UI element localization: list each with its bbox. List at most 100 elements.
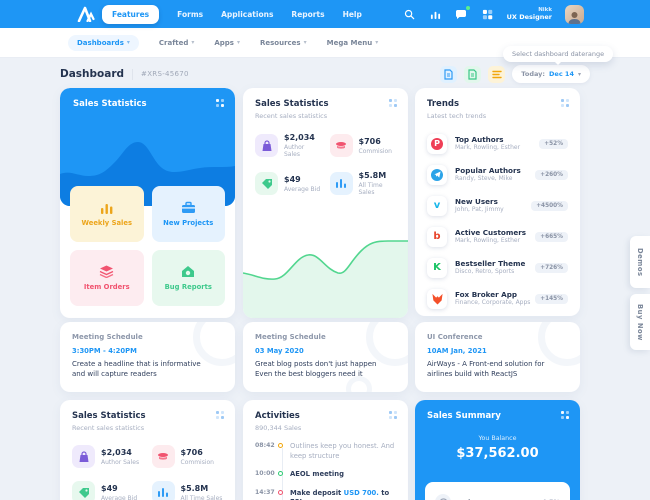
card-menu-icon[interactable]	[561, 411, 569, 419]
trend-item-top-authors[interactable]: P Top Authors Mark, Rowling, Esther +52%	[427, 128, 568, 159]
tile-label: Weekly Sales	[81, 218, 133, 227]
nav-item-features[interactable]: Features	[102, 4, 160, 24]
activity-item[interactable]: 08:42 Outlines keep you honest. And keep…	[255, 442, 396, 461]
meeting-schedule-card[interactable]: Meeting Schedule 3:30PM - 4:20PM Create …	[60, 322, 235, 392]
deposit-amount-link[interactable]: USD 700.	[343, 488, 379, 497]
chart-bars-icon	[329, 172, 353, 195]
sales-statistics-card-bottom: Sales Statistics Recent sales statistics…	[60, 400, 235, 500]
trend-item-popular-authors[interactable]: Popular Authors Randy, Steve, Mike +260%	[427, 159, 568, 190]
stat-average-bid: $49 Average Bid	[255, 171, 322, 196]
page-header: Dashboard #XRS-45670 Today: Dec 14 ▾	[60, 64, 590, 84]
trend-item-active-customers[interactable]: b Active Customers Mark, Rowling, Esther …	[427, 221, 568, 252]
sales-circle-icon	[435, 494, 451, 500]
brand-logo-icon[interactable]	[76, 5, 96, 23]
tile-new-projects[interactable]: New Projects	[151, 186, 225, 242]
trend-item-fox-broker-app[interactable]: Fox Broker App Finance, Corporate, Apps +…	[427, 283, 568, 314]
subnav-item-mega-menu[interactable]: Mega Menu ▾	[327, 39, 379, 47]
trend-item-bestseller-theme[interactable]: K Bestseller Theme Disco, Retro, Sports +…	[427, 252, 568, 283]
activity-timeline: 08:42 Outlines keep you honest. And keep…	[255, 442, 396, 500]
file-blue-icon[interactable]	[440, 65, 458, 83]
topbar-actions: Nikk UX Designer	[403, 4, 584, 24]
balance-label: You Balance	[478, 435, 517, 442]
card-title: Trends	[427, 99, 460, 109]
stats-icon[interactable]	[429, 8, 442, 21]
chevron-down-icon: ▾	[126, 39, 130, 46]
stat-all-time-sales: $5.8M All Time Sales	[329, 171, 397, 196]
avatar[interactable]	[565, 4, 584, 24]
tile-weekly-sales[interactable]: Weekly Sales	[70, 186, 144, 242]
user-name: Nikk	[538, 6, 552, 13]
nav-item-reports[interactable]: Reports	[291, 9, 325, 19]
card-menu-icon[interactable]	[389, 411, 397, 419]
tag-icon	[255, 172, 278, 195]
subnav-item-dashboards[interactable]: Dashboards ▾	[68, 34, 139, 51]
nav-item-forms[interactable]: Forms	[177, 9, 204, 19]
sales-statistics-panel-card: Sales Statistics Weekly Sales New Projec…	[60, 88, 235, 318]
stat-value: $706	[358, 136, 381, 146]
nav-item-applications[interactable]: Applications	[221, 9, 274, 19]
activity-item[interactable]: 14:37 Make deposit USD 700. to ESL	[255, 489, 396, 500]
balance-value: $37,562.00	[456, 446, 539, 461]
nav-item-help[interactable]: Help	[342, 9, 362, 19]
card-menu-icon[interactable]	[216, 411, 224, 419]
bag-icon	[255, 134, 278, 157]
card-subtitle: Recent sales statistics	[72, 424, 145, 432]
bar-chart-icon	[100, 203, 113, 214]
demos-side-tab[interactable]: Demos	[630, 236, 650, 288]
file-green-icon[interactable]	[464, 65, 482, 83]
bitly-icon: b	[427, 226, 447, 247]
subnav-label: Resources	[259, 38, 301, 47]
meeting-description: Create a headline that is informative an…	[72, 360, 201, 378]
tile-item-orders[interactable]: Item Orders	[70, 250, 144, 306]
stat-label: Author Sales	[284, 144, 305, 158]
tile-bug-reports[interactable]: Bug Reports	[151, 250, 225, 306]
chevron-down-icon: ▾	[375, 39, 379, 46]
user-info[interactable]: Nikk UX Designer	[507, 7, 552, 22]
fox-icon	[427, 288, 447, 309]
stat-label: All Time Sales	[180, 494, 223, 500]
tile-label: New Projects	[163, 219, 214, 227]
subnav-item-crafted[interactable]: Crafted ▾	[159, 39, 194, 47]
meeting-title: UI Conference	[427, 333, 483, 341]
card-menu-icon[interactable]	[561, 99, 569, 107]
stat-value: $49	[101, 483, 118, 493]
summary-row-value: 4.5%	[542, 498, 560, 500]
meeting-schedule-card[interactable]: Meeting Schedule 03 May 2020 Great blog …	[243, 322, 408, 392]
subnav-label: Crafted	[158, 38, 189, 47]
buy-now-side-tab[interactable]: Buy Now	[630, 294, 650, 350]
card-menu-icon[interactable]	[216, 99, 224, 107]
home-icon	[182, 266, 195, 277]
decorative-ring	[193, 322, 235, 366]
chevron-down-icon: ▾	[191, 39, 195, 46]
subnav-item-apps[interactable]: Apps ▾	[214, 39, 240, 47]
date-range-dropdown[interactable]: Today: Dec 14 ▾	[512, 65, 590, 83]
sales-summary-row[interactable]: Sales 4.5%	[425, 482, 570, 500]
chart-bars-icon	[151, 481, 175, 500]
stat-value: $49	[284, 174, 301, 184]
activity-item[interactable]: 10:00 AEOL meeting	[255, 470, 396, 480]
activity-time: 14:37	[255, 488, 275, 496]
date-value: Dec 14	[549, 70, 574, 78]
stats-grid: $2,034 Author Sales $706 Commision $49 Aver…	[255, 133, 396, 196]
trend-sub: Mark, Rowling, Esther	[455, 237, 521, 245]
meeting-description: Great blog posts don't just happen Even …	[255, 360, 377, 378]
card-menu-icon[interactable]	[389, 99, 397, 107]
meeting-time: 3:30PM - 4:20PM	[72, 347, 137, 355]
list-yellow-icon[interactable]	[488, 65, 506, 83]
activities-card: Activities 890,344 Sales 08:42 Outlines …	[243, 400, 408, 500]
ui-conference-card[interactable]: UI Conference 10AM Jan, 2021 AirWays - A…	[415, 322, 580, 392]
tag-icon	[72, 481, 95, 500]
user-role: UX Designer	[506, 13, 552, 22]
area-chart-green	[243, 240, 408, 318]
search-icon[interactable]	[403, 8, 416, 21]
trend-item-new-users[interactable]: v New Users John, Pat, Jimmy +4500%	[427, 190, 568, 221]
stat-label: Author Sales	[101, 458, 140, 466]
meeting-time: 10AM Jan, 2021	[427, 347, 487, 355]
briefcase-icon	[181, 201, 195, 213]
card-title: Sales Statistics	[73, 99, 147, 109]
subnav-item-resources[interactable]: Resources ▾	[260, 39, 307, 47]
apps-grid-icon[interactable]	[481, 8, 494, 21]
meeting-title: Meeting Schedule	[72, 333, 143, 341]
chat-icon[interactable]	[455, 5, 470, 21]
stat-average-bid: $49 Average Bid	[72, 481, 144, 500]
